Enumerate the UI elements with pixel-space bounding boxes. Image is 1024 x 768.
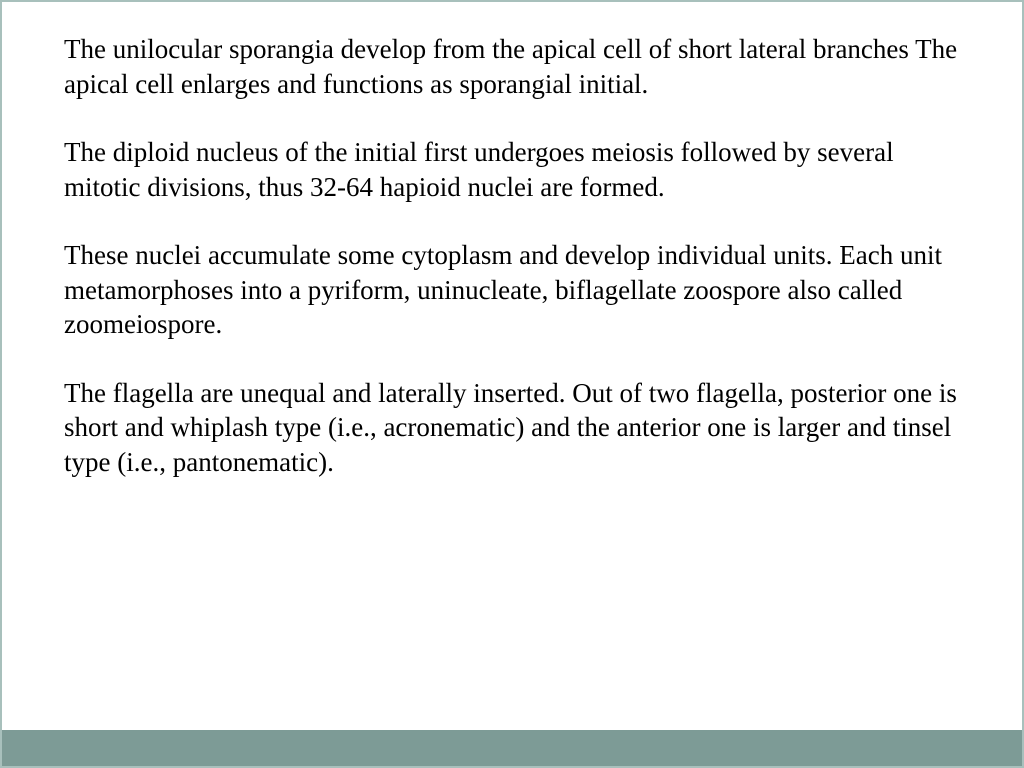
slide-content: The unilocular sporangia develop from th… bbox=[64, 32, 960, 736]
paragraph: The diploid nucleus of the initial first… bbox=[64, 135, 960, 204]
paragraph: These nuclei accumulate some cytoplasm a… bbox=[64, 238, 960, 342]
slide-frame: The unilocular sporangia develop from th… bbox=[0, 0, 1024, 768]
paragraph: The unilocular sporangia develop from th… bbox=[64, 32, 960, 101]
paragraph: The flagella are unequal and laterally i… bbox=[64, 376, 960, 480]
bottom-accent-band bbox=[2, 730, 1022, 766]
